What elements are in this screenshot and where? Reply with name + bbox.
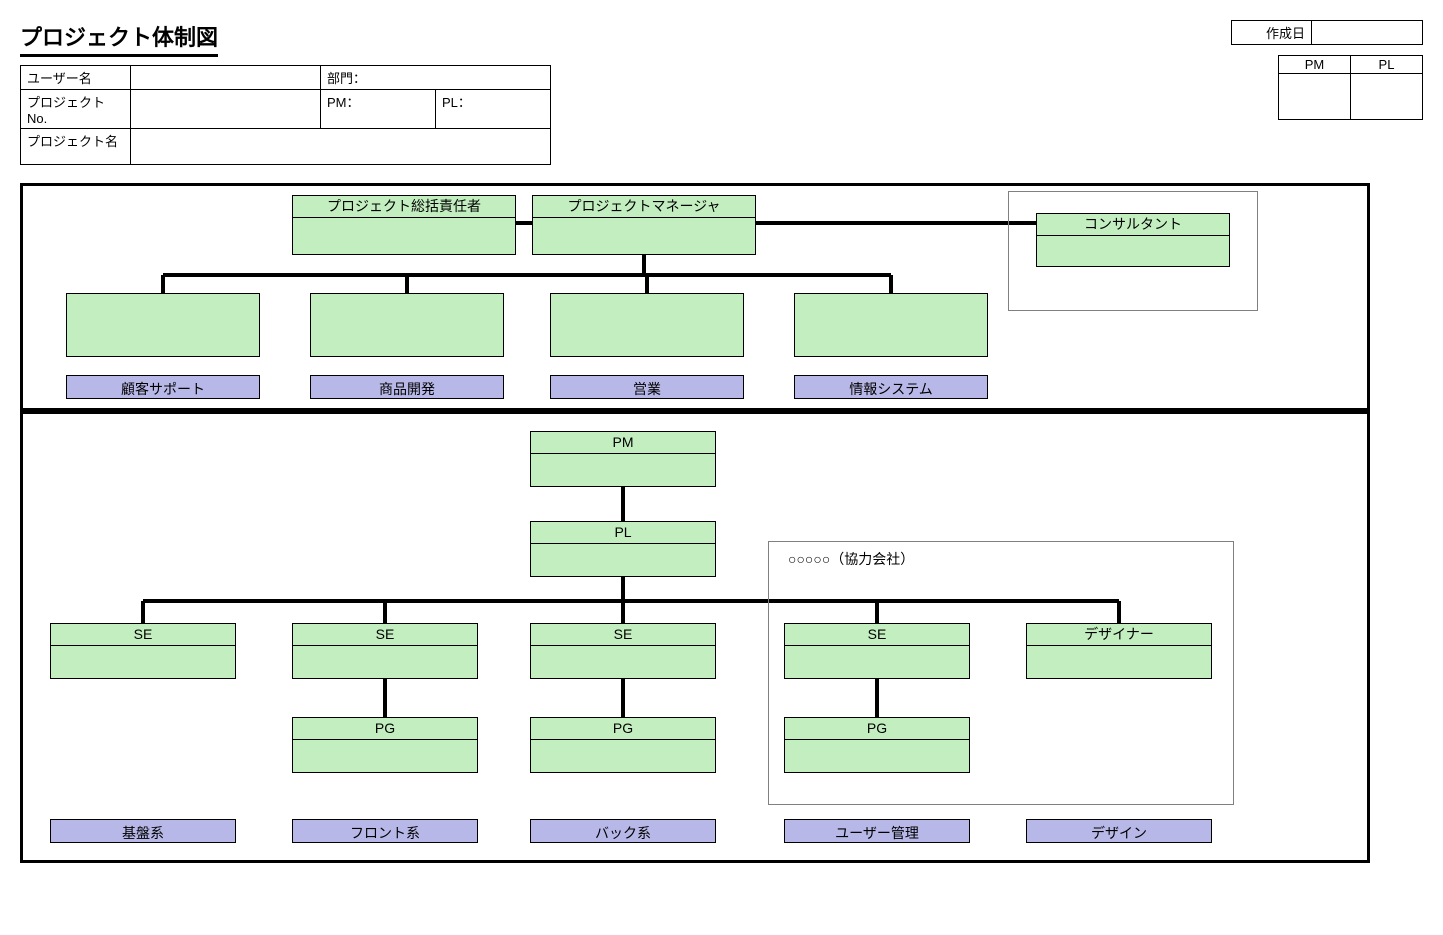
meta-table: ユーザー名 部門： プロジェクトNo. PM： PL： プロジェクト名: [20, 65, 551, 165]
meta-projno-label: プロジェクトNo.: [21, 90, 131, 129]
date-label: 作成日: [1232, 21, 1312, 44]
node-pm: PM: [530, 431, 716, 487]
meta-user-label: ユーザー名: [21, 66, 131, 90]
meta-dept-label: 部門：: [321, 66, 551, 90]
tag-lower-2: バック系: [530, 819, 716, 843]
tag-upper-2: 営業: [550, 375, 744, 399]
approval-pm-stamp: [1279, 74, 1351, 120]
node-u3: [550, 293, 744, 357]
node-pg3: PG: [530, 717, 716, 773]
node-des: デザイナー: [1026, 623, 1212, 679]
date-box: 作成日: [1231, 20, 1423, 45]
meta-projno-value: [131, 90, 321, 129]
approval-pl-label: PL: [1351, 56, 1423, 74]
tag-lower-4: デザイン: [1026, 819, 1212, 843]
meta-user-value: [131, 66, 321, 90]
node-se1: SE: [50, 623, 236, 679]
node-se3: SE: [530, 623, 716, 679]
tag-upper-1: 商品開発: [310, 375, 504, 399]
approval-pm-label: PM: [1279, 56, 1351, 74]
tag-lower-1: フロント系: [292, 819, 478, 843]
meta-pl-label: PL：: [436, 90, 551, 129]
approval-pl-stamp: [1351, 74, 1423, 120]
node-u2: [310, 293, 504, 357]
node-se2: SE: [292, 623, 478, 679]
org-chart: ○○○○○（協力会社） プロジェクト総括責任者プロジェクトマネージャ コンサルタント…: [20, 183, 1370, 863]
node-u4: [794, 293, 988, 357]
node-se4: SE: [784, 623, 970, 679]
tag-lower-0: 基盤系: [50, 819, 236, 843]
meta-projname-label: プロジェクト名: [21, 129, 131, 165]
tag-upper-3: 情報システム: [794, 375, 988, 399]
meta-pm-label: PM：: [321, 90, 436, 129]
node-manager: プロジェクトマネージャ: [532, 195, 756, 255]
node-u1: [66, 293, 260, 357]
tag-upper-0: 顧客サポート: [66, 375, 260, 399]
node-pg4: PG: [784, 717, 970, 773]
node-pg2: PG: [292, 717, 478, 773]
meta-projname-value: [131, 129, 551, 165]
node-soukatsu: プロジェクト総括責任者: [292, 195, 516, 255]
approval-table: PM PL: [1278, 55, 1423, 120]
date-value: [1312, 21, 1422, 44]
node-pl: PL: [530, 521, 716, 577]
tag-lower-3: ユーザー管理: [784, 819, 970, 843]
group-partner-label: ○○○○○（協力会社）: [788, 549, 914, 569]
page-title: プロジェクト体制図: [20, 20, 218, 57]
node-consult: コンサルタント: [1036, 213, 1230, 267]
